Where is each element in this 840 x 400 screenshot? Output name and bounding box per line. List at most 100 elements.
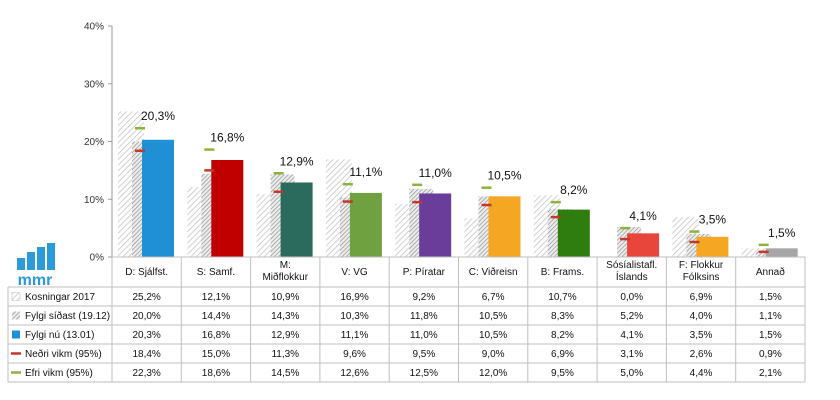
table-cell: 6,9% bbox=[551, 349, 574, 360]
legend-entry: Efri vikm (95%) bbox=[25, 368, 93, 379]
table-cell: 15,0% bbox=[202, 349, 230, 360]
category-label: D: Sjálfst. bbox=[125, 267, 168, 278]
category-group: 11,1% bbox=[325, 159, 383, 257]
table-cell: 10,5% bbox=[479, 311, 507, 322]
data-label: 4,1% bbox=[629, 209, 657, 223]
table-cell: 14,4% bbox=[202, 311, 230, 322]
table-cell: 11,8% bbox=[410, 311, 438, 322]
table-cell: 11,3% bbox=[271, 349, 299, 360]
table-cell: 5,2% bbox=[620, 311, 643, 322]
table-cell: 8,3% bbox=[551, 311, 574, 322]
table-cell: 20,3% bbox=[132, 330, 160, 341]
data-label: 1,5% bbox=[768, 226, 796, 240]
y-tick-label: 40% bbox=[84, 22, 104, 33]
bars-layer: 20,3% 16,8% 12,9% 11,1% 11,0% 10,5% 8,2% 4,1% 3,… bbox=[118, 109, 798, 257]
table-cell: 0,0% bbox=[620, 292, 643, 303]
bar-fylgi-nu bbox=[280, 182, 313, 257]
table-cell: 14,3% bbox=[271, 311, 299, 322]
bar-fylgi-nu bbox=[142, 139, 174, 257]
category-group: 1,5% bbox=[741, 226, 798, 257]
table-cell: 9,0% bbox=[482, 349, 505, 360]
table-cell: 22,3% bbox=[132, 368, 160, 379]
bar-fylgi-nu bbox=[349, 192, 382, 257]
bar-fylgi-nu bbox=[627, 233, 660, 257]
table-cell: 11,1% bbox=[341, 330, 369, 341]
table-cell: 16,8% bbox=[202, 330, 230, 341]
table-cell: 8,2% bbox=[551, 330, 574, 341]
table-cell: 11,0% bbox=[410, 330, 438, 341]
legend-entry: Neðri vikm (95%) bbox=[25, 348, 102, 360]
table-cell: 10,7% bbox=[548, 292, 576, 303]
category-group: 4,1% bbox=[617, 209, 660, 257]
legend-entry: Kosningar 2017 bbox=[25, 292, 95, 303]
table-cell: 1,5% bbox=[759, 330, 782, 341]
category-label: P: Píratar bbox=[403, 267, 446, 278]
table-cell: 10,5% bbox=[479, 330, 507, 341]
mmr-logo: mmr bbox=[17, 243, 55, 289]
category-group: 16,8% bbox=[187, 131, 245, 257]
category-label: Íslands bbox=[616, 270, 648, 283]
category-label: Sósíalistafl. bbox=[606, 260, 657, 271]
y-tick-label: 30% bbox=[84, 79, 104, 90]
bar-fylgi-nu bbox=[696, 236, 729, 257]
legend-entry: Fylgi síðast (19.12) bbox=[25, 310, 110, 322]
data-label: 12,9% bbox=[280, 154, 314, 168]
category-label: F: Flokkur bbox=[679, 260, 724, 271]
y-tick-label: 0% bbox=[90, 253, 105, 264]
table-cell: 5,0% bbox=[620, 368, 643, 379]
category-group: 12,9% bbox=[256, 154, 314, 257]
data-label: 10,5% bbox=[487, 169, 521, 183]
data-label: 11,1% bbox=[349, 165, 382, 179]
bar-fylgi-nu bbox=[488, 196, 521, 257]
table-cell: 12,1% bbox=[202, 292, 230, 303]
table-cell: 1,5% bbox=[759, 292, 782, 303]
legend-key bbox=[12, 330, 20, 339]
data-label: 16,8% bbox=[210, 131, 244, 145]
category-group: 10,5% bbox=[464, 169, 522, 257]
table-cell: 10,9% bbox=[271, 292, 299, 303]
legend-key bbox=[12, 311, 20, 320]
table-cell: 10,3% bbox=[340, 311, 368, 322]
axis-layer: 0% 10% 20% 30% 40% bbox=[84, 22, 113, 264]
logo-bar-1 bbox=[17, 258, 25, 270]
category-label: C: Viðreisn bbox=[469, 266, 518, 278]
table-cell: 12,9% bbox=[271, 330, 299, 341]
table-cell: 6,7% bbox=[482, 292, 505, 303]
table-cell: 4,0% bbox=[690, 311, 713, 322]
data-label: 11,0% bbox=[419, 166, 452, 180]
data-table: D: Sjálfst. S: Samf. M:Miðflokkur V: VG P: P… bbox=[7, 256, 806, 383]
table-cell: 20,0% bbox=[132, 311, 160, 322]
bar-fylgi-nu bbox=[419, 193, 452, 257]
y-tick-label: 20% bbox=[84, 137, 104, 148]
table-cell: 3,1% bbox=[620, 349, 643, 360]
category-label: V: VG bbox=[341, 267, 368, 278]
table-cell: 9,6% bbox=[343, 349, 366, 360]
bar-fylgi-nu bbox=[557, 209, 590, 257]
table-cell: 16,9% bbox=[340, 292, 368, 303]
logo-bar-4 bbox=[47, 243, 55, 270]
logo-text: mmr bbox=[18, 272, 53, 289]
table-cell: 0,9% bbox=[759, 349, 782, 360]
table-cell: 9,5% bbox=[551, 368, 574, 379]
data-label: 3,5% bbox=[699, 213, 727, 227]
table-cell: 9,2% bbox=[412, 292, 435, 303]
category-label: Miðflokkur bbox=[262, 271, 308, 283]
table-cell: 4,4% bbox=[690, 368, 713, 379]
table-cell: 25,2% bbox=[132, 292, 160, 303]
category-label: B: Frams. bbox=[541, 267, 584, 278]
category-label: M: bbox=[280, 260, 291, 271]
logo-bar-3 bbox=[37, 247, 45, 270]
table-cell: 14,5% bbox=[271, 368, 299, 379]
table-cell: 12,6% bbox=[340, 368, 368, 379]
bar-fylgi-nu bbox=[765, 248, 798, 257]
table-cell: 2,6% bbox=[690, 349, 713, 360]
table-cell: 1,1% bbox=[759, 311, 782, 322]
logo-bar-2 bbox=[27, 252, 35, 270]
table-cell: 6,9% bbox=[690, 292, 713, 303]
category-label: Annað bbox=[756, 266, 785, 278]
table-cell: 18,4% bbox=[132, 349, 160, 360]
table-cell: 3,5% bbox=[690, 330, 713, 341]
bar-fylgi-nu bbox=[211, 159, 244, 257]
legend-entry: Fylgi nú (13.01) bbox=[25, 330, 94, 341]
